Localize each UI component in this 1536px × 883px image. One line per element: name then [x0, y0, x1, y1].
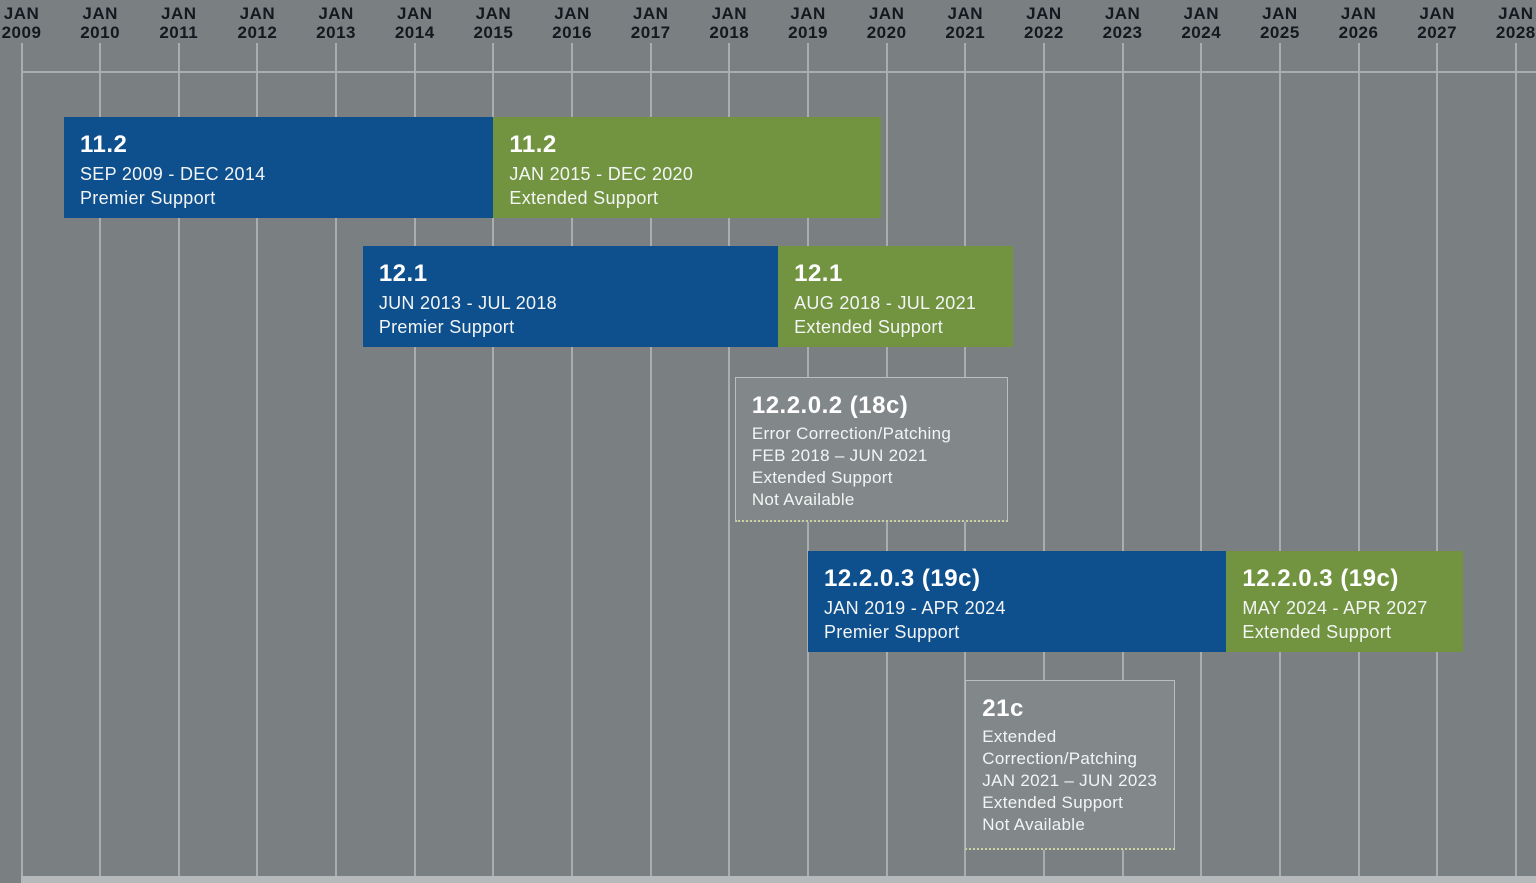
bar-detail-line: Correction/Patching	[982, 749, 1138, 768]
axis-tick-2016: JAN 2016	[552, 4, 592, 42]
gridline-2022	[1042, 43, 1045, 876]
axis-tick-2012: JAN 2012	[237, 4, 278, 42]
bar-detail-line: Error Correction/Patching	[751, 424, 952, 443]
bar-detail-line: Extended Support	[794, 317, 944, 337]
gridline-2024	[1200, 43, 1203, 876]
axis-tick-2009: JAN 2009	[1, 4, 42, 42]
axis-top-line	[21, 71, 1536, 73]
gridline-2016	[571, 43, 574, 876]
bar-detail-line: FEB 2018 – JUN 2021	[751, 446, 928, 465]
axis-tick-2011: JAN 2011	[159, 4, 199, 42]
gridline-2027	[1436, 43, 1439, 876]
bar-title: 12.1	[794, 260, 843, 287]
axis-tick-2024: JAN 2024	[1181, 4, 1222, 42]
bar-detail-line: SEP 2009 - DEC 2014	[79, 164, 266, 184]
axis-tick-2021: JAN 2021	[945, 4, 986, 42]
gridline-2018	[728, 43, 731, 876]
bar-title: 12.2.0.3 (19c)	[824, 565, 981, 592]
bar-detail-line: Extended	[982, 727, 1057, 746]
axis-tick-2020: JAN 2020	[866, 4, 907, 42]
bar-12.2.0.319c-extended: 12.2.0.3 (19c) MAY 2024 - APR 2027 Extende…	[1226, 551, 1464, 652]
axis-tick-2014: JAN 2014	[394, 4, 435, 42]
bar-11.2-premier: 11.2 SEP 2009 - DEC 2014 Premier Support	[63, 117, 494, 218]
bar-21c-note: 21c Extended Correction/Patching JAN 2021 –…	[965, 680, 1175, 850]
bar-title: 12.2.0.2 (18c)	[751, 392, 909, 419]
axis-tick-2018: JAN 2018	[709, 4, 750, 42]
gridline-2013	[335, 43, 338, 876]
gridline-2026	[1357, 43, 1360, 876]
gridline-2028	[1514, 43, 1517, 876]
bar-title: 11.2	[509, 131, 557, 158]
gridline-2010	[99, 43, 102, 876]
axis-tick-2013: JAN 2013	[316, 4, 356, 42]
gridline-2009	[20, 43, 23, 876]
bar-12.2.0.218c-note: 12.2.0.2 (18c) Error Correction/Patching F…	[734, 377, 1008, 522]
bar-detail-line: Not Available	[982, 815, 1086, 834]
bar-detail-line: JAN 2021 – JUN 2023	[982, 771, 1158, 790]
bar-title: 21c	[982, 695, 1024, 722]
gridline-2023	[1121, 43, 1124, 876]
gridline-2025	[1278, 43, 1281, 876]
bar-detail-line: Extended Support	[751, 468, 893, 487]
bar-detail-line: JAN 2015 - DEC 2020	[509, 164, 694, 184]
axis-tick-2017: JAN 2017	[630, 4, 671, 42]
axis-tick-2027: JAN 2027	[1417, 4, 1458, 42]
bar-detail-line: Premier Support	[378, 317, 515, 337]
bar-detail-line: Extended Support	[982, 793, 1124, 812]
axis-tick-2010: JAN 2010	[80, 4, 121, 42]
gridline-2015	[492, 43, 495, 876]
bar-11.2-extended: 11.2 JAN 2015 - DEC 2020 Extended Support	[493, 117, 882, 218]
axis-tick-2019: JAN 2019	[788, 4, 828, 42]
gridline-2012	[256, 43, 259, 876]
bar-12.1-premier: 12.1 JUN 2013 - JUL 2018 Premier Support	[362, 246, 779, 347]
axis-tick-2015: JAN 2015	[473, 4, 514, 42]
axis-bottom-line	[21, 876, 1536, 883]
bar-title: 11.2	[79, 131, 128, 158]
gridline-2014	[413, 43, 416, 876]
gridline-2017	[649, 43, 652, 876]
axis-tick-2026: JAN 2026	[1338, 4, 1379, 42]
bar-detail-line: JUN 2013 - JUL 2018	[378, 293, 557, 313]
axis-tick-2022: JAN 2022	[1024, 4, 1064, 42]
bar-title: 12.2.0.3 (19c)	[1242, 565, 1399, 592]
bar-title: 12.1	[378, 260, 428, 287]
bar-detail-line: JAN 2019 - APR 2024	[824, 598, 1006, 618]
bar-detail-line: Extended Support	[509, 188, 659, 208]
bar-detail-line: Premier Support	[824, 622, 960, 642]
gridline-2011	[177, 43, 180, 876]
bar-12.2.0.319c-premier: 12.2.0.3 (19c) JAN 2019 - APR 2024 Premier…	[808, 551, 1227, 652]
bar-detail-line: MAY 2024 - APR 2027	[1242, 598, 1428, 618]
bar-detail-line: Extended Support	[1242, 622, 1392, 642]
bar-detail-line: AUG 2018 - JUL 2021	[794, 293, 977, 313]
bar-detail-line: Not Available	[751, 490, 855, 509]
bar-detail-line: Premier Support	[79, 188, 216, 208]
bar-12.1-extended: 12.1 AUG 2018 - JUL 2021 Extended Support	[778, 246, 1014, 347]
axis-tick-2028: JAN 2028	[1495, 4, 1536, 42]
axis-tick-2025: JAN 2025	[1259, 4, 1300, 42]
axis-tick-2023: JAN 2023	[1102, 4, 1143, 42]
